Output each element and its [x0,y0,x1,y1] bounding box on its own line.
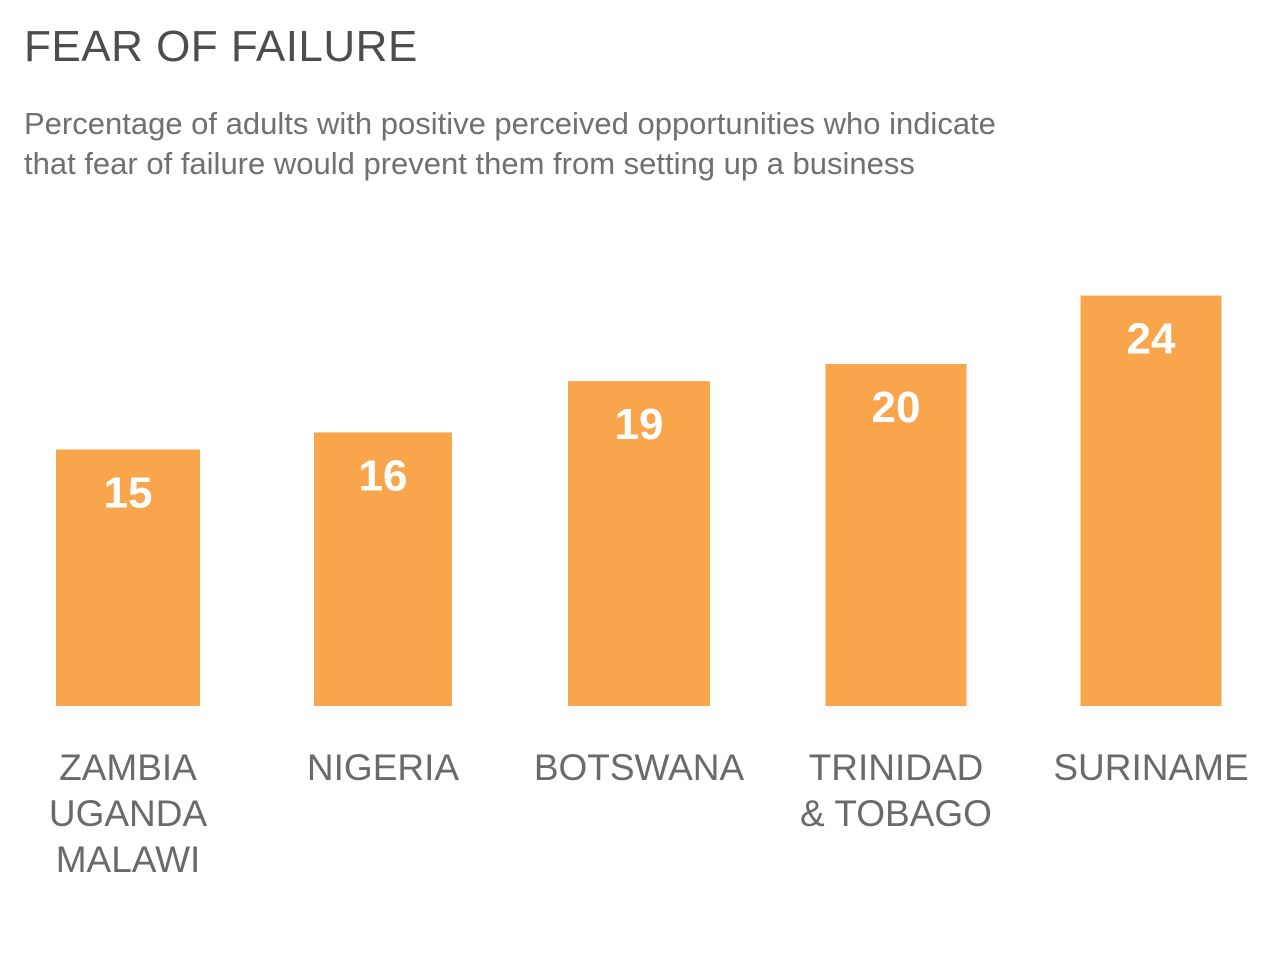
subtitle-line-2: that fear of failure would prevent them … [24,146,915,181]
bar-0 [56,449,200,706]
category-label: ZAMBIA UGANDA MALAWI [49,747,208,880]
bar-3 [825,364,967,706]
category-label-line: TRINIDAD [809,747,984,788]
subtitle-line-1: Percentage of adults with positive perce… [24,106,996,141]
bar-1 [314,432,452,706]
chart-title: FEAR OF FAILURE [24,22,418,71]
category-label: NIGERIA [307,747,459,788]
category-label: SURINAME [1053,747,1248,788]
bar-4 [1080,295,1222,706]
category-label-line: MALAWI [56,839,201,880]
category-label-line: & TOBAGO [800,793,992,834]
category-label: BOTSWANA [534,747,745,788]
category-label: TRINIDAD & TOBAGO [800,747,992,834]
category-label-line: ZAMBIA [59,747,197,788]
category-label-line: NIGERIA [307,747,459,788]
bar-value-label: 15 [104,469,153,518]
bar-value-label: 20 [872,383,921,432]
bar-value-label: 19 [615,400,664,449]
category-label-line: BOTSWANA [534,747,745,788]
bar-2 [568,381,710,706]
category-label-line: UGANDA [49,793,208,834]
category-label-line: SURINAME [1053,747,1248,788]
bar-value-label: 16 [359,451,408,500]
chart-subtitle: Percentage of adults with positive perce… [24,104,1254,184]
bar-value-label: 24 [1127,315,1176,364]
